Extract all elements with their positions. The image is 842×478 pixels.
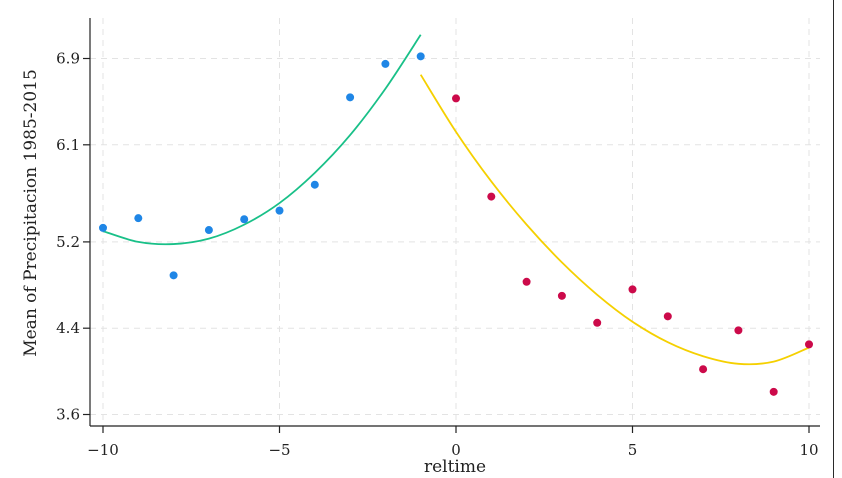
y-tick-label: 3.6 (56, 406, 80, 424)
data-point (699, 365, 708, 374)
data-point (240, 215, 249, 224)
grid-lines (90, 18, 820, 426)
tick-labels: −10 −5 0 5 10 3.6 4.4 5.2 6.1 6.9 (56, 50, 818, 460)
x-tick-label: −5 (268, 441, 290, 459)
data-point (769, 387, 778, 396)
data-point (275, 206, 284, 215)
x-tick-label: −10 (87, 441, 119, 459)
data-point (593, 318, 602, 327)
data-point (204, 226, 213, 235)
x-tick-label: 10 (799, 441, 818, 459)
data-point (487, 192, 496, 201)
x-tick-label: 0 (451, 441, 461, 459)
data-point (416, 52, 425, 61)
fit-line-2 (102, 34, 422, 246)
fit-line-3 (419, 74, 810, 366)
fit-lines (102, 34, 810, 366)
x-tick-label: 5 (628, 441, 638, 459)
data-point (557, 291, 566, 300)
data-point (134, 214, 143, 223)
data-point (628, 285, 637, 294)
data-point (381, 59, 390, 68)
data-point (663, 312, 672, 321)
data-point (805, 340, 813, 349)
y-tick-label: 6.1 (56, 136, 80, 154)
y-tick-label: 5.2 (56, 233, 80, 251)
data-point (99, 223, 107, 232)
y-tick-label: 4.4 (56, 319, 80, 337)
y-axis-title: Mean of Precipitacion 1985-2015 (21, 69, 41, 357)
y-tick-label: 6.9 (56, 50, 80, 68)
data-point (346, 93, 355, 102)
axes (83, 18, 820, 433)
data-point (734, 326, 743, 335)
data-point (169, 271, 178, 280)
data-point (452, 94, 460, 103)
window-edge (833, 0, 842, 478)
data-point (522, 277, 531, 286)
data-point (310, 180, 319, 189)
x-axis-title: reltime (424, 457, 486, 477)
data-points (99, 52, 813, 396)
